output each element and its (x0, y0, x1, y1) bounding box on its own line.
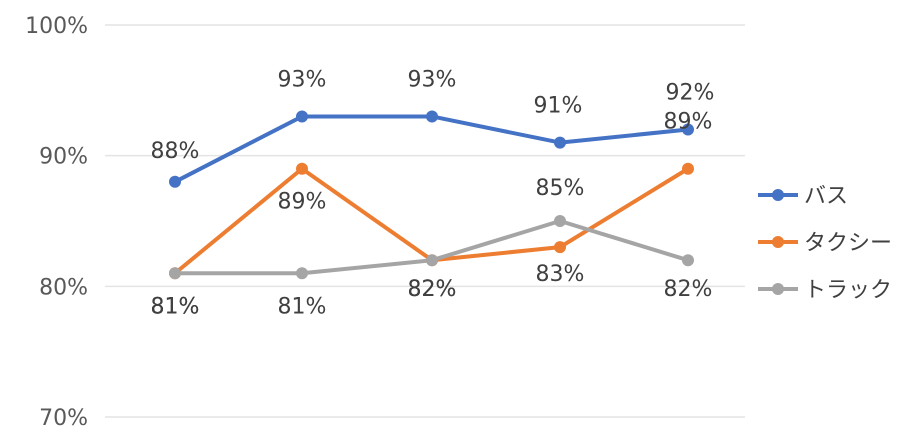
data-point (296, 162, 308, 175)
data-label: 81% (151, 294, 200, 319)
data-label: 89% (278, 190, 327, 215)
data-point (296, 110, 308, 123)
y-tick-label: 80% (39, 275, 88, 300)
data-label: 81% (278, 294, 327, 319)
data-label: 93% (408, 67, 457, 92)
data-label: 89% (664, 110, 713, 135)
data-point (554, 241, 566, 254)
gridlines (105, 24, 745, 418)
legend-label: トラック (804, 278, 892, 303)
legend-item: バス (758, 184, 848, 209)
data-label: 91% (534, 94, 583, 119)
data-label: 82% (664, 277, 713, 302)
legend-label: タクシー (804, 231, 892, 256)
legend-marker (772, 283, 784, 295)
legend-label: バス (804, 184, 848, 209)
series-group (169, 215, 694, 280)
data-label: 85% (536, 176, 585, 201)
data-label: 81% (151, 294, 200, 319)
data-point (169, 267, 181, 280)
legend-marker (772, 236, 784, 248)
series-group (169, 110, 694, 188)
data-label: 82% (408, 277, 457, 302)
legend-item: タクシー (758, 231, 892, 256)
series-line (173, 114, 690, 184)
data-point (426, 254, 438, 267)
data-labels: 88%93% 93%91%92%81%89%82%83%89%81% 81%82%8… (151, 67, 715, 319)
data-point (682, 254, 694, 267)
data-label: 82% (408, 277, 457, 302)
data-label: 83% (536, 262, 585, 287)
data-point (682, 162, 694, 175)
series-lines (169, 110, 694, 280)
y-tick-label: 100% (25, 14, 88, 39)
y-tick-label: 90% (39, 145, 88, 170)
data-point (169, 175, 181, 188)
data-label: 88% (151, 139, 200, 164)
data-point (296, 267, 308, 280)
y-axis-tick-labels: 70% 80% 90% 100% (25, 14, 88, 430)
data-point (554, 136, 566, 149)
data-label: 92% (666, 81, 715, 106)
legend-marker (772, 189, 784, 201)
data-point (682, 123, 694, 136)
legend-item: トラック (758, 278, 892, 303)
data-label: 93% (278, 67, 327, 92)
y-tick-label: 70% (39, 406, 88, 430)
data-point (426, 110, 438, 123)
data-point (554, 215, 566, 227)
